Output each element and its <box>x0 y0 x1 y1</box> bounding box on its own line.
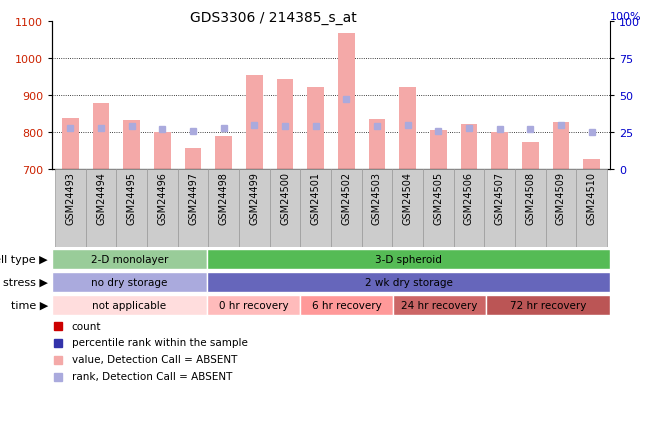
Bar <box>270 170 300 247</box>
Text: 0 hr recovery: 0 hr recovery <box>219 300 288 310</box>
Bar <box>207 295 300 316</box>
Bar <box>185 148 201 170</box>
Text: 24 hr recovery: 24 hr recovery <box>401 300 478 310</box>
Text: GDS3306 / 214385_s_at: GDS3306 / 214385_s_at <box>190 11 357 25</box>
Bar <box>215 136 232 170</box>
Bar <box>207 272 610 293</box>
Text: GSM24504: GSM24504 <box>403 172 413 225</box>
Bar <box>307 88 324 170</box>
Text: 2-D monolayer: 2-D monolayer <box>90 254 168 264</box>
Text: 6 hr recovery: 6 hr recovery <box>312 300 381 310</box>
Bar <box>178 170 208 247</box>
Text: GSM24503: GSM24503 <box>372 172 382 225</box>
Bar <box>52 295 207 316</box>
Text: GSM24500: GSM24500 <box>280 172 290 225</box>
Bar <box>123 121 140 170</box>
Text: stress ▶: stress ▶ <box>3 277 48 287</box>
Bar <box>454 170 484 247</box>
Bar <box>239 170 270 247</box>
Bar <box>515 170 546 247</box>
Text: GSM24505: GSM24505 <box>434 172 443 225</box>
Bar <box>399 88 416 170</box>
Text: 2 wk dry storage: 2 wk dry storage <box>365 277 452 287</box>
Text: GSM24493: GSM24493 <box>65 172 76 225</box>
Text: percentile rank within the sample: percentile rank within the sample <box>72 338 247 348</box>
Bar <box>300 170 331 247</box>
Bar <box>331 170 362 247</box>
Text: GSM24507: GSM24507 <box>495 172 505 225</box>
Text: cell type ▶: cell type ▶ <box>0 254 48 264</box>
Text: 100%: 100% <box>610 12 642 22</box>
Bar <box>338 34 355 170</box>
Bar <box>207 249 610 270</box>
Text: time ▶: time ▶ <box>11 300 48 310</box>
Bar <box>55 170 86 247</box>
Text: GSM24497: GSM24497 <box>188 172 198 225</box>
Text: GSM24495: GSM24495 <box>127 172 137 225</box>
Bar <box>553 122 570 170</box>
Bar <box>423 170 454 247</box>
Text: GSM24508: GSM24508 <box>525 172 535 225</box>
Bar <box>92 104 109 170</box>
Text: rank, Detection Call = ABSENT: rank, Detection Call = ABSENT <box>72 372 232 381</box>
Bar <box>147 170 178 247</box>
Bar <box>546 170 576 247</box>
Bar <box>362 170 393 247</box>
Bar <box>208 170 239 247</box>
Text: GSM24510: GSM24510 <box>587 172 596 225</box>
Bar <box>277 80 294 170</box>
Bar <box>86 170 117 247</box>
Text: no dry storage: no dry storage <box>91 277 168 287</box>
Text: GSM24509: GSM24509 <box>556 172 566 225</box>
Text: GSM24501: GSM24501 <box>311 172 321 225</box>
Text: not applicable: not applicable <box>92 300 167 310</box>
Text: GSM24494: GSM24494 <box>96 172 106 225</box>
Bar <box>154 132 171 170</box>
Bar <box>393 295 486 316</box>
Bar <box>576 170 607 247</box>
Text: GSM24506: GSM24506 <box>464 172 474 225</box>
Text: GSM24499: GSM24499 <box>249 172 259 225</box>
Bar <box>62 118 79 170</box>
Bar <box>430 131 447 170</box>
Bar <box>368 120 385 170</box>
Bar <box>393 170 423 247</box>
Bar <box>486 295 610 316</box>
Bar <box>522 143 539 170</box>
Text: 3-D spheroid: 3-D spheroid <box>375 254 442 264</box>
Text: GSM24498: GSM24498 <box>219 172 229 225</box>
Bar <box>246 76 263 170</box>
Bar <box>583 160 600 170</box>
Bar <box>492 133 508 170</box>
Bar <box>117 170 147 247</box>
Bar <box>484 170 515 247</box>
Bar <box>52 249 207 270</box>
Text: 72 hr recovery: 72 hr recovery <box>510 300 586 310</box>
Bar <box>52 272 207 293</box>
Text: count: count <box>72 321 101 331</box>
Bar <box>300 295 393 316</box>
Text: GSM24502: GSM24502 <box>341 172 352 225</box>
Text: GSM24496: GSM24496 <box>158 172 167 225</box>
Bar <box>460 125 477 170</box>
Text: value, Detection Call = ABSENT: value, Detection Call = ABSENT <box>72 355 237 365</box>
